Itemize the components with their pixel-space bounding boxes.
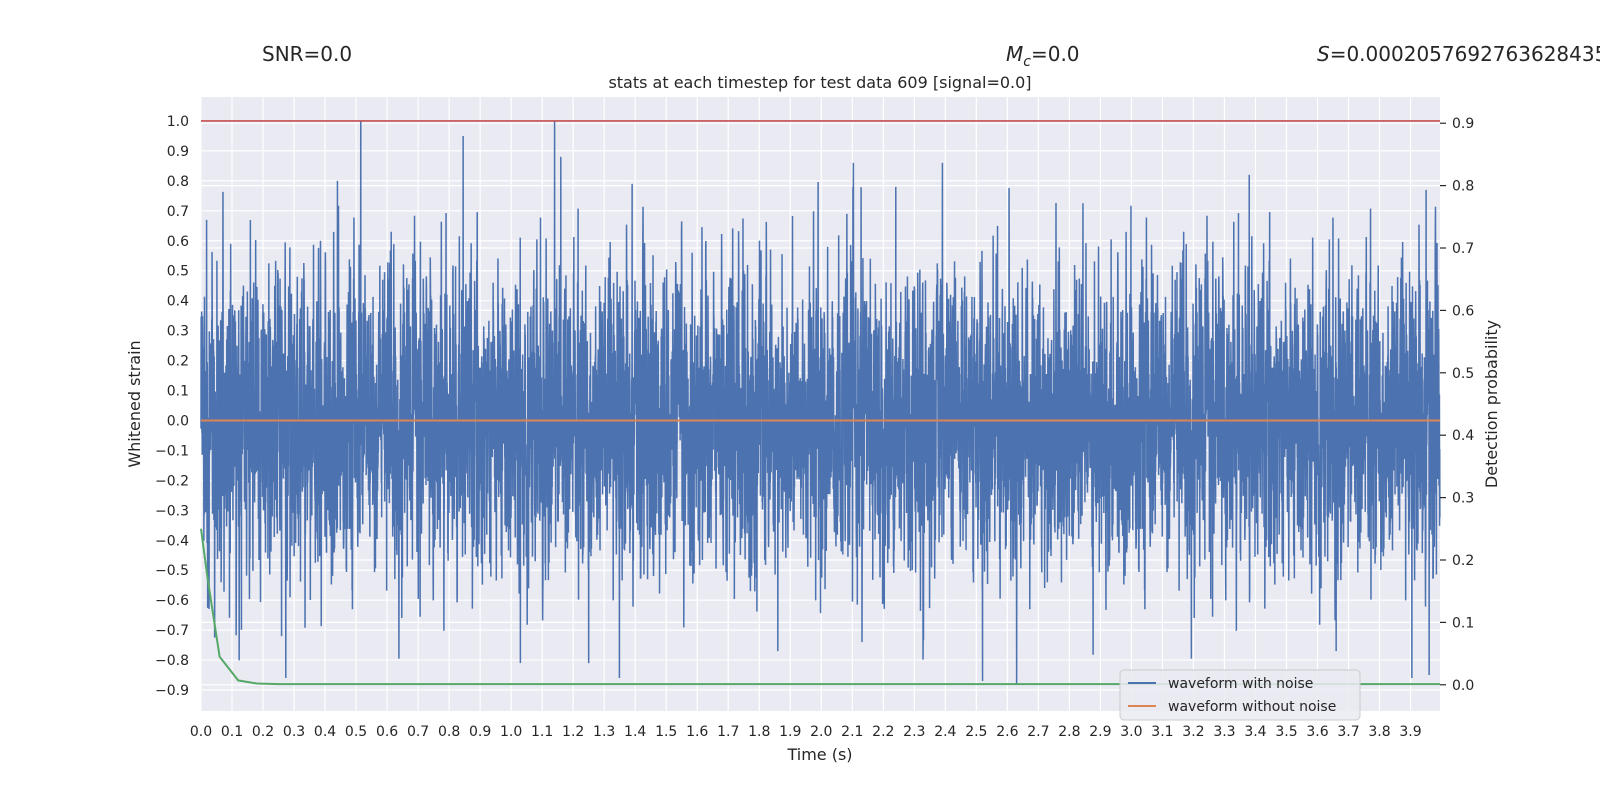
y2-axis-label: Detection probability bbox=[1482, 320, 1501, 488]
series-waveform-with-noise bbox=[200, 120, 1441, 685]
y2-tick-label: 0.3 bbox=[1452, 491, 1474, 507]
y-tick-label: 0.4 bbox=[167, 294, 189, 310]
chart-title: stats at each timestep for test data 609… bbox=[608, 73, 1031, 92]
y2-tick-label: 0.1 bbox=[1452, 615, 1474, 631]
x-tick-label: 1.0 bbox=[500, 724, 522, 740]
y2-tick-label: 0.8 bbox=[1452, 179, 1474, 195]
legend-box bbox=[1119, 669, 1361, 721]
x-tick-label: 1.8 bbox=[748, 724, 770, 740]
x-tick-label: 3.9 bbox=[1399, 724, 1421, 740]
x-tick-label: 0.8 bbox=[438, 724, 460, 740]
x-tick-label: 3.0 bbox=[1120, 724, 1142, 740]
series-detection-probability bbox=[200, 528, 1440, 686]
x-tick-label: 2.2 bbox=[872, 724, 894, 740]
mc-subscript: c bbox=[1023, 54, 1031, 70]
x-tick-label: 1.1 bbox=[531, 724, 553, 740]
x-tick-label: 3.6 bbox=[1306, 724, 1328, 740]
x-tick-label: 3.1 bbox=[1151, 724, 1173, 740]
y-tick-label: 0.3 bbox=[167, 324, 189, 340]
x-tick-label: 0.5 bbox=[345, 724, 367, 740]
x-tick-label: 0.7 bbox=[407, 724, 429, 740]
x-tick-label: 1.3 bbox=[593, 724, 615, 740]
s-symbol: S bbox=[1317, 42, 1330, 66]
y-axis-ticks: −0.9 −0.8 −0.7 −0.6 −0.5 −0.4 −0.3 −0.2 −0.1 0.0 0… bbox=[155, 114, 189, 699]
x-tick-label: 2.4 bbox=[934, 724, 956, 740]
x-tick-label: 3.5 bbox=[1275, 724, 1297, 740]
y-tick-label: 0.7 bbox=[167, 204, 189, 220]
x-tick-label: 1.2 bbox=[562, 724, 584, 740]
x-tick-label: 0.3 bbox=[283, 724, 305, 740]
y-tick-label: 0.1 bbox=[167, 384, 189, 400]
legend-label-waveform-with-noise: waveform with noise bbox=[1168, 676, 1313, 692]
legend: waveform with noise waveform without noi… bbox=[1119, 669, 1361, 721]
x-tick-label: 1.5 bbox=[655, 724, 677, 740]
x-tick-label: 2.6 bbox=[996, 724, 1018, 740]
x-tick-label: 2.3 bbox=[903, 724, 925, 740]
x-tick-label: 1.4 bbox=[624, 724, 646, 740]
mc-value: =0.0 bbox=[1030, 42, 1080, 66]
x-tick-label: 2.0 bbox=[810, 724, 832, 740]
y2-tick-label: 0.7 bbox=[1452, 241, 1474, 257]
x-tick-label: 0.0 bbox=[190, 724, 212, 740]
y2-tick-label: 0.5 bbox=[1452, 366, 1474, 382]
x-tick-label: 0.4 bbox=[314, 724, 336, 740]
x-tick-label: 1.9 bbox=[779, 724, 801, 740]
y-tick-label: −0.9 bbox=[155, 683, 189, 699]
x-axis-label: Time (s) bbox=[786, 745, 852, 764]
x-tick-label: 2.7 bbox=[1027, 724, 1049, 740]
y2-tick-label: 0.2 bbox=[1452, 553, 1474, 569]
x-tick-label: 2.1 bbox=[841, 724, 863, 740]
x-tick-label: 0.2 bbox=[252, 724, 274, 740]
mc-symbol: M bbox=[1006, 42, 1024, 66]
y-tick-label: −0.2 bbox=[155, 473, 189, 489]
x-tick-label: 3.3 bbox=[1213, 724, 1235, 740]
y-tick-label: −0.7 bbox=[155, 623, 189, 639]
y-tick-label: −0.4 bbox=[155, 533, 189, 549]
y-tick-label: −0.6 bbox=[155, 593, 189, 609]
y-tick-label: 0.5 bbox=[167, 264, 189, 280]
chirp-mass-annotation: Mc=0.0 bbox=[1006, 42, 1080, 70]
x-tick-label: 2.9 bbox=[1089, 724, 1111, 740]
y-tick-label: 0.9 bbox=[167, 144, 189, 160]
x-tick-label: 0.6 bbox=[376, 724, 398, 740]
y2-tick-label: 0.4 bbox=[1452, 428, 1474, 444]
legend-label-waveform-without-noise: waveform without noise bbox=[1168, 699, 1336, 715]
x-tick-label: 1.7 bbox=[717, 724, 739, 740]
y2-tick-label: 0.6 bbox=[1452, 303, 1474, 319]
y-tick-label: −0.3 bbox=[155, 503, 189, 519]
detection-probability-line bbox=[200, 528, 1440, 686]
y-tick-label: 0.6 bbox=[167, 234, 189, 250]
x-tick-label: 3.8 bbox=[1368, 724, 1390, 740]
x-tick-label: 0.1 bbox=[221, 724, 243, 740]
y2-axis-ticks: 0.0 0.1 0.2 0.3 0.4 0.5 0.6 0.7 0.8 0.9 bbox=[1440, 116, 1474, 694]
x-axis-ticks: 0.0 0.1 0.2 0.3 0.4 0.5 0.6 0.7 0.8 0.9 1.0 1.1 1.2 1… bbox=[190, 724, 1422, 740]
s-value: =0.00020576927636284355 bbox=[1329, 42, 1600, 66]
y2-tick-label: 0.0 bbox=[1452, 678, 1474, 694]
snr-text: SNR=0.0 bbox=[262, 42, 353, 66]
y-axis-label: Whitened strain bbox=[125, 340, 144, 467]
x-tick-label: 3.2 bbox=[1182, 724, 1204, 740]
y2-tick-label: 0.9 bbox=[1452, 116, 1474, 132]
y-tick-label: 0.2 bbox=[167, 354, 189, 370]
snr-annotation: SNR=0.0 bbox=[262, 42, 352, 66]
y-tick-label: 0.8 bbox=[167, 174, 189, 190]
x-tick-label: 0.9 bbox=[469, 724, 491, 740]
x-tick-label: 3.7 bbox=[1337, 724, 1359, 740]
y-tick-label: −0.8 bbox=[155, 653, 189, 669]
x-tick-label: 3.4 bbox=[1244, 724, 1266, 740]
x-tick-label: 2.5 bbox=[965, 724, 987, 740]
y-tick-label: 0.0 bbox=[167, 413, 189, 429]
stat-annotation: S=0.00020576927636284355 bbox=[1317, 42, 1600, 66]
y-tick-label: −0.1 bbox=[155, 443, 189, 459]
y-tick-label: −0.5 bbox=[155, 563, 189, 579]
x-tick-label: 1.6 bbox=[686, 724, 708, 740]
waveform-with-noise-line bbox=[200, 120, 1441, 685]
x-tick-label: 2.8 bbox=[1058, 724, 1080, 740]
y-tick-label: 1.0 bbox=[167, 114, 189, 130]
